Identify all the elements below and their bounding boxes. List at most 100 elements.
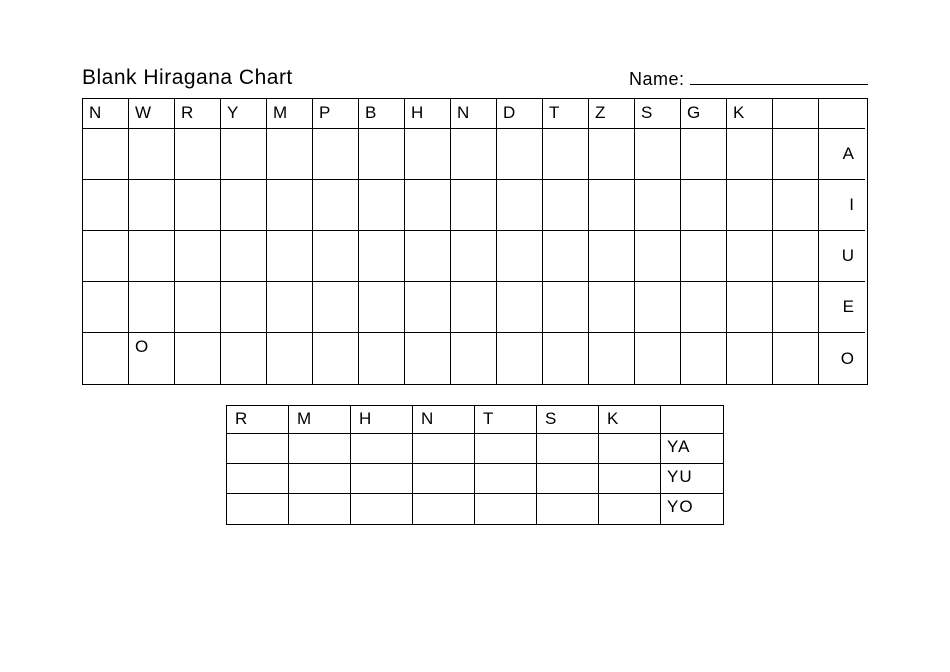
grid-cell[interactable] (359, 282, 405, 333)
grid-cell[interactable] (773, 129, 819, 180)
grid-cell[interactable] (589, 333, 635, 384)
grid-cell[interactable] (589, 129, 635, 180)
grid-cell[interactable] (405, 231, 451, 282)
wo-cell[interactable]: O (129, 333, 175, 384)
grid-cell[interactable] (289, 434, 351, 464)
grid-cell[interactable] (405, 180, 451, 231)
grid-cell[interactable] (351, 494, 413, 524)
grid-cell[interactable] (451, 282, 497, 333)
grid-cell[interactable] (359, 333, 405, 384)
grid-cell[interactable] (221, 129, 267, 180)
grid-cell[interactable] (543, 180, 589, 231)
grid-cell[interactable] (681, 129, 727, 180)
grid-cell[interactable] (83, 129, 129, 180)
grid-cell[interactable] (727, 180, 773, 231)
grid-cell[interactable] (359, 231, 405, 282)
grid-cell[interactable] (175, 282, 221, 333)
grid-cell[interactable] (413, 434, 475, 464)
grid-cell[interactable] (221, 231, 267, 282)
grid-cell[interactable] (267, 282, 313, 333)
grid-cell[interactable] (497, 129, 543, 180)
grid-cell[interactable] (727, 231, 773, 282)
grid-cell[interactable] (451, 333, 497, 384)
grid-cell[interactable] (475, 494, 537, 524)
grid-cell[interactable] (313, 180, 359, 231)
grid-cell[interactable] (589, 180, 635, 231)
grid-cell[interactable] (413, 464, 475, 494)
grid-cell[interactable] (497, 180, 543, 231)
grid-cell[interactable] (635, 333, 681, 384)
grid-cell[interactable] (497, 333, 543, 384)
grid-cell[interactable] (497, 282, 543, 333)
grid-cell[interactable] (773, 333, 819, 384)
grid-cell[interactable] (773, 180, 819, 231)
grid-cell[interactable] (727, 333, 773, 384)
name-underline[interactable] (690, 68, 868, 85)
grid-cell[interactable] (351, 434, 413, 464)
grid-cell[interactable] (413, 494, 475, 524)
grid-cell[interactable] (451, 180, 497, 231)
grid-cell[interactable] (773, 231, 819, 282)
grid-cell[interactable] (227, 464, 289, 494)
grid-cell[interactable] (475, 464, 537, 494)
grid-cell[interactable] (83, 180, 129, 231)
grid-cell[interactable] (221, 333, 267, 384)
grid-cell[interactable] (267, 333, 313, 384)
grid-cell[interactable] (313, 129, 359, 180)
grid-cell[interactable] (451, 129, 497, 180)
grid-cell[interactable] (175, 231, 221, 282)
grid-cell[interactable] (221, 282, 267, 333)
grid-cell[interactable] (599, 434, 661, 464)
grid-cell[interactable] (589, 231, 635, 282)
grid-cell[interactable] (267, 129, 313, 180)
grid-cell[interactable] (313, 333, 359, 384)
grid-cell[interactable] (313, 231, 359, 282)
grid-cell[interactable] (359, 129, 405, 180)
grid-cell[interactable] (497, 231, 543, 282)
grid-cell[interactable] (589, 282, 635, 333)
grid-cell[interactable] (267, 180, 313, 231)
grid-cell[interactable] (289, 494, 351, 524)
grid-cell[interactable] (405, 129, 451, 180)
grid-cell[interactable] (681, 282, 727, 333)
grid-cell[interactable] (289, 464, 351, 494)
grid-cell[interactable] (599, 494, 661, 524)
grid-cell[interactable] (129, 231, 175, 282)
grid-cell[interactable] (537, 494, 599, 524)
grid-cell[interactable] (537, 434, 599, 464)
grid-cell[interactable] (83, 282, 129, 333)
grid-cell[interactable] (175, 129, 221, 180)
grid-cell[interactable] (475, 434, 537, 464)
grid-cell[interactable] (83, 231, 129, 282)
grid-cell[interactable] (727, 282, 773, 333)
grid-cell[interactable] (635, 180, 681, 231)
grid-cell[interactable] (543, 282, 589, 333)
grid-cell[interactable] (175, 333, 221, 384)
grid-cell[interactable] (773, 282, 819, 333)
grid-cell[interactable] (543, 333, 589, 384)
grid-cell[interactable] (351, 464, 413, 494)
grid-cell[interactable] (129, 180, 175, 231)
grid-cell[interactable] (635, 282, 681, 333)
grid-cell[interactable] (599, 464, 661, 494)
grid-cell[interactable] (83, 333, 129, 384)
grid-cell[interactable] (543, 129, 589, 180)
grid-cell[interactable] (359, 180, 405, 231)
grid-cell[interactable] (221, 180, 267, 231)
grid-cell[interactable] (543, 231, 589, 282)
grid-cell[interactable] (313, 282, 359, 333)
grid-cell[interactable] (537, 464, 599, 494)
grid-cell[interactable] (227, 494, 289, 524)
grid-cell[interactable] (129, 129, 175, 180)
grid-cell[interactable] (267, 231, 313, 282)
grid-cell[interactable] (451, 231, 497, 282)
grid-cell[interactable] (635, 231, 681, 282)
grid-cell[interactable] (635, 129, 681, 180)
grid-cell[interactable] (681, 231, 727, 282)
grid-cell[interactable] (405, 282, 451, 333)
grid-cell[interactable] (129, 282, 175, 333)
grid-cell[interactable] (405, 333, 451, 384)
grid-cell[interactable] (681, 333, 727, 384)
grid-cell[interactable] (227, 434, 289, 464)
grid-cell[interactable] (175, 180, 221, 231)
